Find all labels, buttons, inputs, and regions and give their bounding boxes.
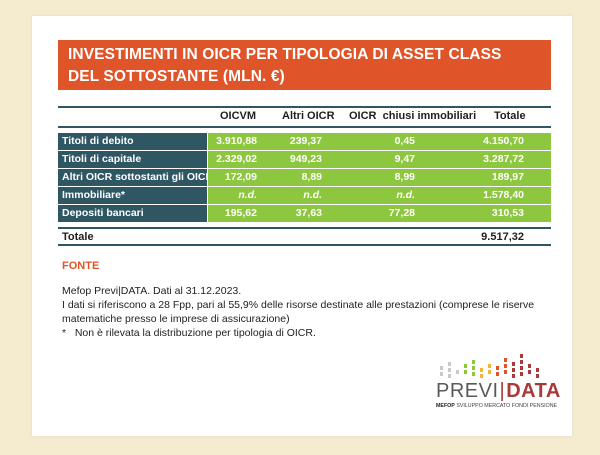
cell-oicvm: 195,62: [225, 205, 257, 222]
total-bottom-rule: [58, 244, 551, 246]
cell-totale: 189,97: [492, 169, 524, 186]
cell-oicr-chiusi: n.d.: [396, 187, 415, 204]
logo-sub-bold: MEFOP: [436, 403, 455, 409]
cell-totale: 310,53: [492, 205, 524, 222]
cell-altri-oicr: 8,89: [302, 169, 322, 186]
cell-oicvm: 3.910,88: [216, 133, 257, 150]
source-heading: FONTE: [62, 260, 99, 272]
logo-separator: |: [500, 380, 506, 402]
row-label: Immobiliare*: [58, 187, 207, 204]
header-bottom-rule: [58, 126, 551, 128]
total-top-rule: [58, 227, 551, 229]
cell-totale: 3.287,72: [483, 151, 524, 168]
header-top-rule: [58, 106, 551, 108]
source-line: I dati si riferiscono a 28 Fpp, pari al …: [62, 298, 542, 326]
cell-totale: 4.150,70: [483, 133, 524, 150]
footnote-line: * Non è rilevata la distribuzione per ti…: [62, 326, 542, 340]
cell-oicvm: n.d.: [238, 187, 257, 204]
cell-oicr-chiusi: 8,99: [395, 169, 415, 186]
page-title: INVESTIMENTI IN OICR PER TIPOLOGIA DI AS…: [58, 40, 551, 90]
total-value: 9.517,32: [481, 231, 524, 243]
title-line-2: DEL SOTTOSTANTE (MLN. €): [68, 66, 551, 88]
column-header-altri-oicr: Altri OICR: [282, 110, 335, 122]
source-line: Mefop Previ|DATA. Dati al 31.12.2023.: [62, 284, 542, 298]
row-label: Titoli di debito: [58, 133, 207, 150]
cell-oicr-chiusi: 77,28: [389, 205, 415, 222]
cell-oicvm: 2.329,02: [216, 151, 257, 168]
cell-altri-oicr: 239,37: [290, 133, 322, 150]
column-header-oicvm: OICVM: [220, 110, 256, 122]
cell-oicr-chiusi: 0,45: [395, 133, 415, 150]
previdata-logo: PREVI|DATA MEFOP SVILUPPO MERCATO FONDI …: [436, 352, 556, 416]
cell-totale: 1.578,40: [483, 187, 524, 204]
logo-previ: PREVI: [436, 380, 499, 402]
row-label: Titoli di capitale: [58, 151, 207, 168]
cell-altri-oicr: 949,23: [290, 151, 322, 168]
cell-oicr-chiusi: 9,47: [395, 151, 415, 168]
column-header-totale: Totale: [494, 110, 526, 122]
row-label: Depositi bancari: [58, 205, 207, 222]
cell-oicvm: 172,09: [225, 169, 257, 186]
logo-wordmark: PREVI|DATA: [436, 380, 561, 402]
logo-bars-icon: [436, 352, 556, 380]
logo-data: DATA: [506, 380, 561, 402]
cell-altri-oicr: 37,63: [296, 205, 322, 222]
row-label: Altri OICR sottostanti gli OICR: [58, 169, 207, 186]
total-label: Totale: [62, 231, 94, 243]
logo-subtitle: MEFOP SVILUPPO MERCATO FONDI PENSIONE: [436, 403, 557, 409]
column-header-oicr-chiusi: OICR chiusi immobiliari: [349, 110, 476, 122]
title-line-1: INVESTIMENTI IN OICR PER TIPOLOGIA DI AS…: [68, 44, 551, 66]
source-notes: Mefop Previ|DATA. Dati al 31.12.2023. I …: [62, 284, 542, 340]
logo-sub-text: SVILUPPO MERCATO FONDI PENSIONE: [456, 403, 557, 409]
cell-altri-oicr: n.d.: [303, 187, 322, 204]
